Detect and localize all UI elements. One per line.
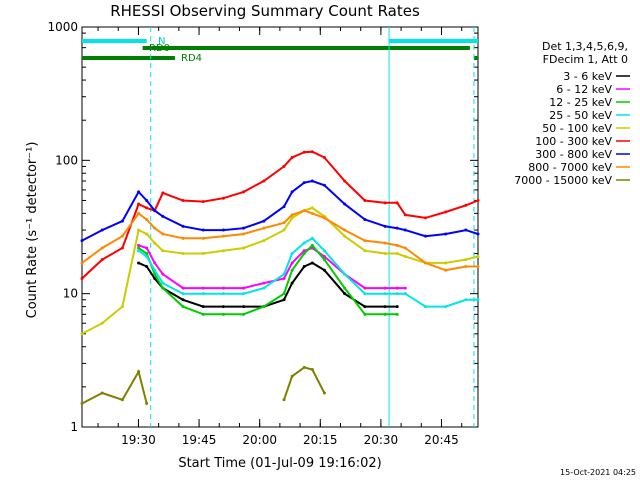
- flag-label-rd0: RD0: [149, 43, 170, 54]
- series-800-7000-kev: [80, 209, 480, 272]
- render-timestamp: 15-Oct-2021 04:25: [560, 468, 636, 477]
- x-axis-label: Start Time (01-Jul-09 19:16:02): [178, 456, 381, 471]
- y-tick-label: 100: [55, 153, 78, 167]
- series-line: [138, 243, 398, 316]
- series-300-800-kev: [80, 179, 480, 243]
- legend-label: 12 - 25 keV: [549, 96, 612, 109]
- legend-label: 300 - 800 keV: [535, 148, 612, 161]
- series-lines: [80, 150, 480, 406]
- legend-header-line-2: FDecim 1, Att 0: [543, 53, 628, 66]
- legend: Det 1,3,4,5,6,9, FDecim 1, Att 0 3 - 6 k…: [514, 40, 630, 187]
- plot-frame: [81, 26, 479, 428]
- series-7000-15000-kev: [80, 365, 326, 406]
- series-line: [138, 237, 478, 308]
- legend-label: 100 - 300 keV: [535, 135, 612, 148]
- y-tick-label: 1000: [47, 20, 78, 34]
- legend-label: 3 - 6 keV: [563, 70, 612, 83]
- series-25-50-kev: [137, 236, 480, 309]
- chart-title: RHESSI Observing Summary Count Rates: [110, 2, 420, 20]
- series-line: [81, 150, 479, 280]
- series-line: [81, 209, 478, 272]
- flag-bars: [82, 39, 478, 60]
- x-tick-label: 19:30: [121, 433, 156, 447]
- legend-label: 50 - 100 keV: [542, 122, 612, 135]
- x-tick-label: 20:45: [424, 433, 459, 447]
- legend-header-line-1: Det 1,3,4,5,6,9,: [542, 40, 628, 53]
- legend-label: 800 - 7000 keV: [528, 161, 612, 174]
- series-12-25-kev: [137, 243, 399, 316]
- x-tick-label: 20:30: [364, 433, 399, 447]
- series-line: [283, 366, 326, 401]
- y-tick-label: 1: [70, 420, 78, 434]
- legend-label: 6 - 12 keV: [556, 83, 612, 96]
- series-50-100-kev: [80, 206, 480, 336]
- y-axis-label: Count Rate (s⁻¹ detector⁻¹): [25, 142, 40, 319]
- series-line: [81, 206, 479, 335]
- x-tick-label: 20:00: [242, 433, 277, 447]
- series-line: [81, 179, 479, 242]
- legend-label: 7000 - 15000 keV: [514, 174, 612, 187]
- vertical-markers: [150, 27, 475, 427]
- flag-label-rd4: RD4: [181, 53, 202, 64]
- y-tick-label: 10: [63, 287, 78, 301]
- series-line: [81, 369, 148, 405]
- flag-label-n: N: [158, 36, 165, 47]
- y-axis: 1 10 100 1000: [47, 20, 478, 434]
- series-line: [138, 244, 406, 290]
- x-tick-label: 19:45: [182, 433, 217, 447]
- series-100-300-kev: [80, 150, 480, 280]
- x-axis: 19:30 19:45 20:00 20:15 20:30 20:45: [97, 27, 463, 447]
- x-tick-label: 20:15: [303, 433, 338, 447]
- legend-label: 25 - 50 keV: [549, 109, 612, 122]
